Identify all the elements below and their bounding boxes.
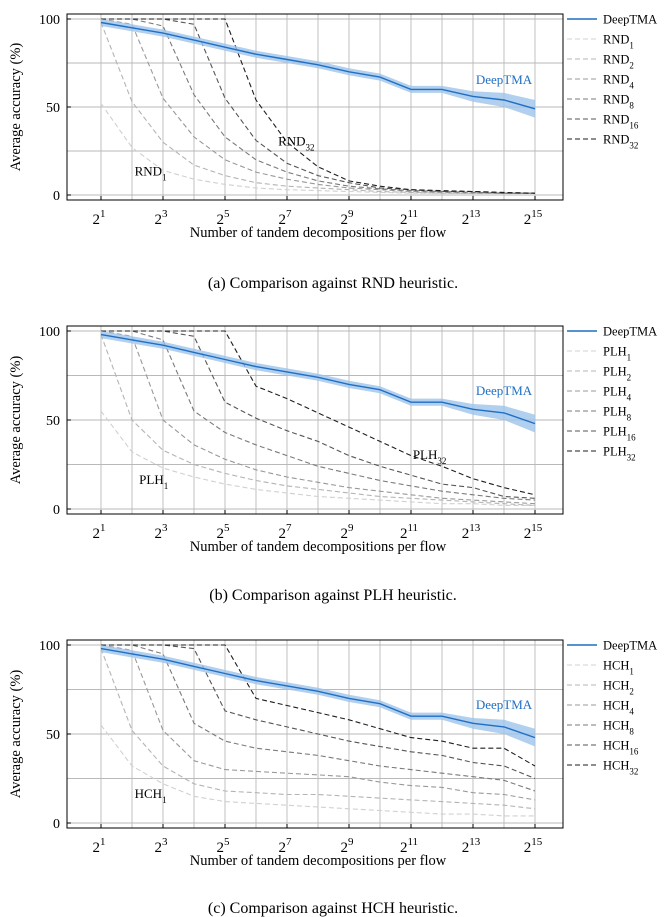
annotation-label: RND32 [278,134,314,153]
y-axis-label: Average accuracy (%) [8,356,24,485]
x-axis-label: Number of tandem decompositions per flow [190,539,447,555]
figure-caption: (c) Comparison against HCH heuristic. [208,900,458,917]
legend-label-rnd1: RND1 [603,33,634,51]
x-tick-label: 27 [279,208,293,228]
series-line-hch16 [101,644,536,780]
legend-label-rnd32: RND32 [603,133,638,151]
x-tick-label: 215 [524,208,543,228]
annotation-label: PLH32 [413,447,447,466]
x-tick-label: 211 [400,836,418,856]
y-tick-label: 0 [53,817,60,832]
annotation-label: DeepTMA [476,697,533,712]
annotation-label: PLH1 [139,472,168,491]
x-tick-label: 23 [155,522,169,542]
legend: DeepTMA RND1 RND2 RND4 RND8 RND16 RND32 [567,13,657,151]
x-tick-label: 23 [155,836,169,856]
series-line-hch8 [101,644,536,792]
y-tick-label: 100 [39,13,60,28]
legend-label-plh1: PLH1 [603,345,631,363]
series-line-hch4 [100,644,536,801]
x-tick-label: 27 [279,836,293,856]
x-tick-label: 211 [400,522,418,542]
chart-panel-1: 0 50 100 21 23 25 27 29 211 213 215 Number of tande… [8,13,657,293]
x-tick-label: 29 [341,836,355,856]
series-line-hch1 [100,724,535,817]
x-tick-label: 215 [524,836,543,856]
legend-label-hch8: HCH8 [603,719,634,737]
x-tick-label: 29 [341,208,355,228]
x-tick-label: 23 [155,208,169,228]
legend-label-hch2: HCH2 [603,679,634,697]
x-tick-label: 29 [341,522,355,542]
figure-caption: (a) Comparison against RND heuristic. [208,275,458,292]
chart-panel-3: 0 50 100 21 23 25 27 29 211 213 215 Number of tande… [8,639,657,917]
y-tick-label: 100 [39,325,60,340]
legend-label-plh8: PLH8 [603,405,632,423]
legend-label-deeptma: DeepTMA [603,639,657,653]
y-axis-label: Average accuracy (%) [8,43,24,172]
x-tick-label: 21 [93,522,106,542]
legend-label-hch4: HCH4 [603,699,634,717]
legend-label-rnd8: RND8 [603,93,634,111]
series-line-plh16 [101,330,536,499]
y-tick-label: 50 [46,728,60,743]
annotation-label: DeepTMA [476,72,533,87]
x-tick-label: 215 [524,522,543,542]
x-tick-label: 27 [279,522,293,542]
legend-label-rnd2: RND2 [603,53,634,71]
x-tick-label: 25 [217,522,231,542]
y-tick-label: 100 [39,639,60,654]
series-line-plh8 [101,330,536,501]
legend-label-deeptma: DeepTMA [603,325,657,339]
legend: DeepTMA HCH1 HCH2 HCH4 HCH8 HCH16 HCH32 [567,639,657,777]
legend-label-hch16: HCH16 [603,739,639,757]
legend-label-rnd4: RND4 [603,73,634,91]
legend-label-hch32: HCH32 [603,759,638,777]
annotation-label: RND1 [135,164,167,183]
x-tick-label: 213 [462,522,481,542]
annotation-label: DeepTMA [476,383,533,398]
x-tick-label: 25 [217,208,231,228]
series-line-plh1 [100,410,535,506]
series-line-hch2 [100,648,536,810]
y-tick-label: 50 [46,101,60,116]
y-tick-label: 50 [46,414,60,429]
legend-label-plh32: PLH32 [603,445,636,463]
legend-label-rnd16: RND16 [603,113,639,131]
legend-label-plh16: PLH16 [603,425,636,443]
legend-label-plh4: PLH4 [603,385,632,403]
x-axis-label: Number of tandem decompositions per flow [190,853,447,869]
legend-label-deeptma: DeepTMA [603,13,657,27]
series-line-rnd2 [100,22,535,194]
annotation-label: HCH1 [135,786,167,805]
series-line-rnd32 [101,18,536,194]
series-line-plh4 [100,330,536,505]
y-tick-label: 0 [53,189,60,204]
series-line-rnd4 [100,18,535,194]
chart-panel-2: 0 50 100 21 23 25 27 29 211 213 215 Number of tande… [8,325,657,605]
x-tick-label: 211 [400,208,418,228]
x-axis-label: Number of tandem decompositions per flow [190,225,447,241]
y-tick-label: 0 [53,503,60,518]
x-tick-label: 25 [217,836,231,856]
series-line-hch32 [101,644,536,767]
legend: DeepTMA PLH1 PLH2 PLH4 PLH8 PLH16 PLH32 [567,325,657,463]
figure-caption: (b) Comparison against PLH heuristic. [209,587,457,604]
series-line-deeptma [100,647,536,739]
series-line-plh32 [101,330,536,496]
x-tick-label: 213 [462,208,481,228]
series-line-deeptma [100,333,536,425]
legend-label-hch1: HCH1 [603,659,634,677]
x-tick-label: 213 [462,836,481,856]
x-tick-label: 21 [93,208,106,228]
series-line-deeptma [100,21,536,110]
x-tick-label: 21 [93,836,106,856]
legend-label-plh2: PLH2 [603,365,631,383]
series-line-plh2 [100,334,536,506]
y-axis-label: Average accuracy (%) [8,670,24,799]
